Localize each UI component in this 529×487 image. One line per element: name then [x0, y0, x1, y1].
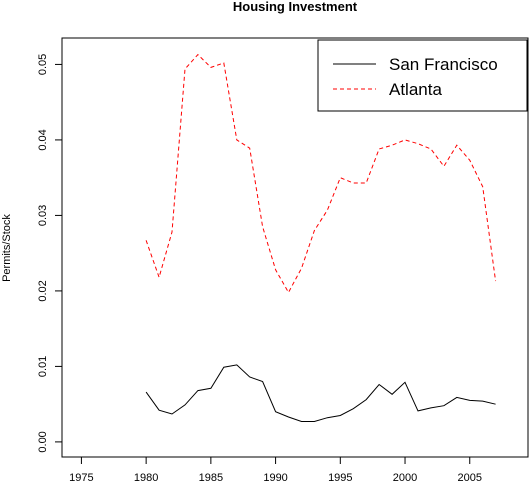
- legend-label-san-francisco: San Francisco: [389, 55, 498, 74]
- y-tick-label: 0.02: [37, 280, 49, 301]
- y-axis-label: Permits/Stock: [1, 214, 13, 282]
- y-axis: 0.00 0.01 0.02 0.03 0.04 0.05: [37, 54, 63, 453]
- x-tick-label: 2005: [458, 472, 482, 484]
- chart-title: Housing Investment: [233, 0, 358, 14]
- x-tick-label: 1985: [199, 472, 223, 484]
- legend-label-atlanta: Atlanta: [389, 80, 442, 99]
- series-layer: [145, 53, 497, 422]
- y-tick-label: 0.00: [37, 431, 49, 452]
- y-tick-label: 0.04: [37, 129, 49, 150]
- series-line-san-francisco: [145, 364, 496, 422]
- y-tick-label: 0.03: [37, 205, 49, 226]
- x-tick-label: 1990: [263, 472, 287, 484]
- x-tick-label: 2000: [393, 472, 417, 484]
- x-tick-label: 1975: [69, 472, 93, 484]
- y-tick-label: 0.05: [37, 54, 49, 75]
- legend: San Francisco Atlanta: [317, 39, 528, 112]
- series-line-atlanta: [145, 53, 497, 294]
- x-axis: 1975 1980 1985 1990 1995 2000 2005: [69, 456, 482, 484]
- x-tick-label: 1980: [134, 472, 158, 484]
- x-tick-label: 1995: [328, 472, 352, 484]
- legend-box: [317, 39, 528, 112]
- y-tick-label: 0.01: [37, 356, 49, 377]
